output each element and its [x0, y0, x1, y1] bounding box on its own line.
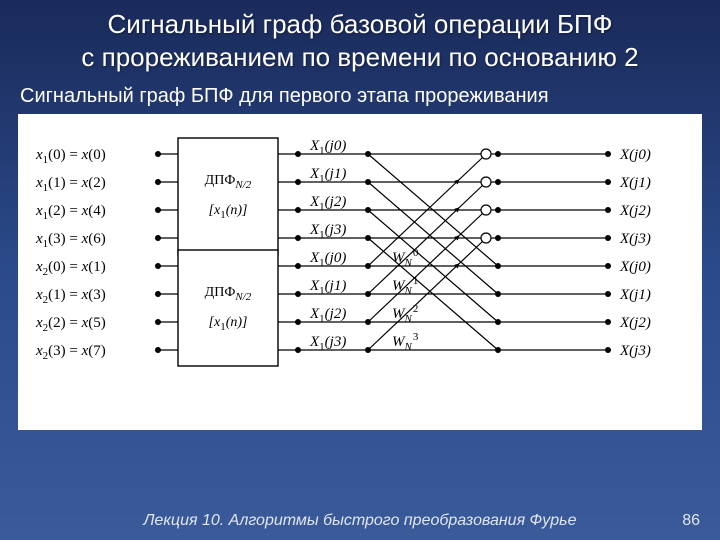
svg-text:X(j2): X(j2) [619, 315, 651, 331]
slide-footer: Лекция 10. Алгоритмы быстрого преобразов… [0, 512, 720, 530]
svg-text:x2(2) = x(5): x2(2) = x(5) [35, 315, 106, 334]
svg-text:x1(2) = x(4): x1(2) = x(4) [35, 203, 106, 222]
svg-text:X(j2): X(j2) [619, 203, 651, 219]
svg-text:X(j0): X(j0) [619, 147, 651, 163]
svg-text:x1(1) = x(2): x1(1) = x(2) [35, 175, 106, 194]
slide: Сигнальный граф базовой операции БПФ с п… [0, 0, 720, 540]
svg-text:x1(3) = x(6): x1(3) = x(6) [35, 231, 106, 250]
svg-text:x2(0) = x(1): x2(0) = x(1) [35, 259, 106, 278]
signal-flow-diagram: x1(0) = x(0) x1(1) = x(2) x1(2) = x(4) x1(3… [18, 114, 702, 430]
svg-text:X(j3): X(j3) [619, 231, 651, 247]
svg-text:x2(1) = x(3): x2(1) = x(3) [35, 287, 106, 306]
svg-text:X(j0): X(j0) [619, 259, 651, 275]
svg-text:X(j1): X(j1) [619, 287, 651, 303]
title-line-1: Сигнальный граф базовой операции БПФ [107, 9, 612, 39]
svg-text:x2(3) = x(7): x2(3) = x(7) [35, 343, 106, 362]
slide-subtitle: Сигнальный граф БПФ для первого этапа пр… [0, 73, 720, 114]
page-number: 86 [682, 512, 700, 530]
title-line-2: с прореживанием по времени по основанию … [81, 42, 638, 72]
svg-text:x1(0) = x(0): x1(0) = x(0) [35, 147, 106, 166]
slide-title: Сигнальный граф базовой операции БПФ с п… [0, 0, 720, 73]
svg-text:X(j1): X(j1) [619, 175, 651, 191]
footer-text: Лекция 10. Алгоритмы быстрого преобразов… [0, 512, 720, 530]
svg-text:X(j3): X(j3) [619, 343, 651, 359]
